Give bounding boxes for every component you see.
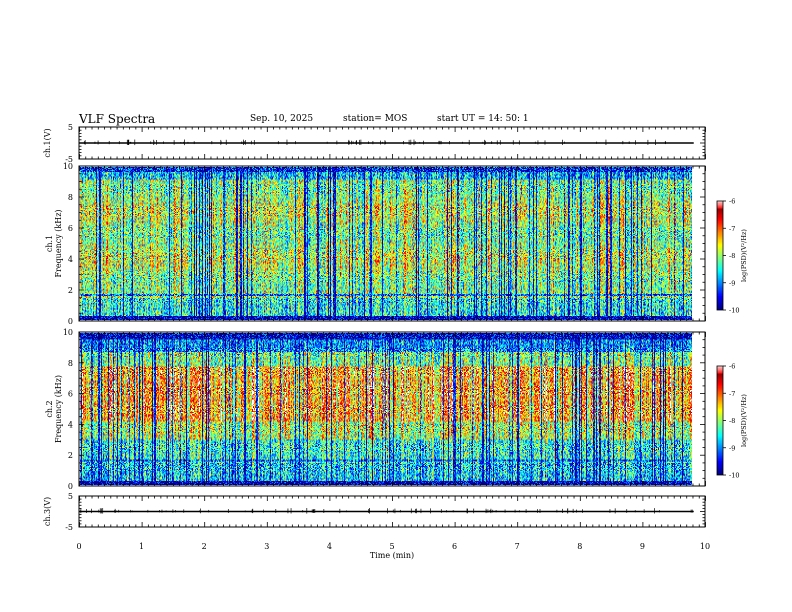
ch1-spectrogram-ylabel: Frequency (kHz) (54, 209, 63, 277)
ch3-waveform-ylabel: ch.3(V) (43, 497, 52, 526)
ch2-spectrogram-image (80, 333, 692, 485)
ch2-spectrogram-colorbar-frame (716, 365, 724, 476)
x-tick-label: 9 (640, 542, 645, 551)
y-tick-label: 10 (63, 328, 73, 337)
ch1-spectrogram-colorbar-label: log(PSD)(V²/Hz) (740, 229, 748, 282)
date-label: Sep. 10, 2025 (250, 114, 314, 124)
ch1-spectrogram-colorbar-frame (716, 200, 724, 311)
y-tick-label: 10 (63, 162, 73, 171)
ch1-waveform-ylabel: ch.1(V) (43, 128, 52, 157)
y-tick-label: 6 (68, 224, 73, 233)
ch2-spectrogram-colorbar-label: log(PSD)(V²/Hz) (740, 394, 748, 447)
ch2-spectrogram-ylabel: Frequency (kHz) (54, 375, 63, 443)
x-tick-label: 2 (202, 542, 207, 551)
x-tick-label: 6 (452, 542, 457, 551)
ch2-colorbar (717, 366, 723, 475)
ch2-spectrogram-channel-label: ch.2 (45, 400, 54, 417)
station-label: station= MOS (343, 114, 408, 124)
y-tick-label: 0 (68, 317, 73, 326)
colorbar-tick-label: -9 (729, 444, 735, 452)
x-axis-label: Time (min) (370, 551, 414, 560)
y-tick-label: 0 (68, 482, 73, 491)
y-tick-label: 8 (68, 193, 73, 202)
y-tick-label: 4 (68, 420, 73, 429)
y-tick-label: 2 (68, 286, 73, 295)
x-tick-label: 3 (264, 542, 269, 551)
ch1-spectrogram-frame (78, 165, 706, 322)
ch1-spectrogram-image (80, 167, 692, 320)
x-tick-label: 0 (76, 542, 81, 551)
colorbar-tick-label: -7 (729, 225, 735, 233)
y-tick-label: 6 (68, 390, 73, 399)
colorbar-tick-label: -10 (729, 472, 739, 480)
colorbar-tick-label: -6 (729, 363, 735, 371)
y-tick-label: 8 (68, 359, 73, 368)
colorbar-tick-label: -6 (729, 198, 735, 206)
y-tick-label: 2 (68, 451, 73, 460)
colorbar-tick-label: -8 (729, 252, 735, 260)
colorbar-tick-label: -8 (729, 417, 735, 425)
ch1-spectrogram-channel-label: ch.1 (45, 235, 54, 252)
x-tick-label: 4 (327, 542, 332, 551)
x-tick-label: 8 (577, 542, 582, 551)
colorbar-tick-label: -7 (729, 390, 735, 398)
y-tick-label: 5 (68, 492, 73, 501)
colorbar-tick-label: -9 (729, 279, 735, 287)
x-tick-label: 5 (389, 542, 394, 551)
colorbar-tick-label: -10 (729, 307, 739, 315)
plot-title: VLF Spectra (79, 112, 156, 126)
ch2-spectrogram-frame (78, 331, 706, 487)
start-time-label: start UT = 14: 50: 1 (437, 114, 529, 124)
x-tick-label: 10 (700, 542, 710, 551)
y-tick-label: -5 (65, 155, 73, 164)
y-tick-label: 4 (68, 255, 73, 264)
y-tick-label: 5 (68, 123, 73, 132)
x-tick-label: 1 (139, 542, 144, 551)
x-tick-label: 7 (515, 542, 520, 551)
ch1-colorbar (717, 201, 723, 310)
y-tick-label: -5 (65, 523, 73, 532)
